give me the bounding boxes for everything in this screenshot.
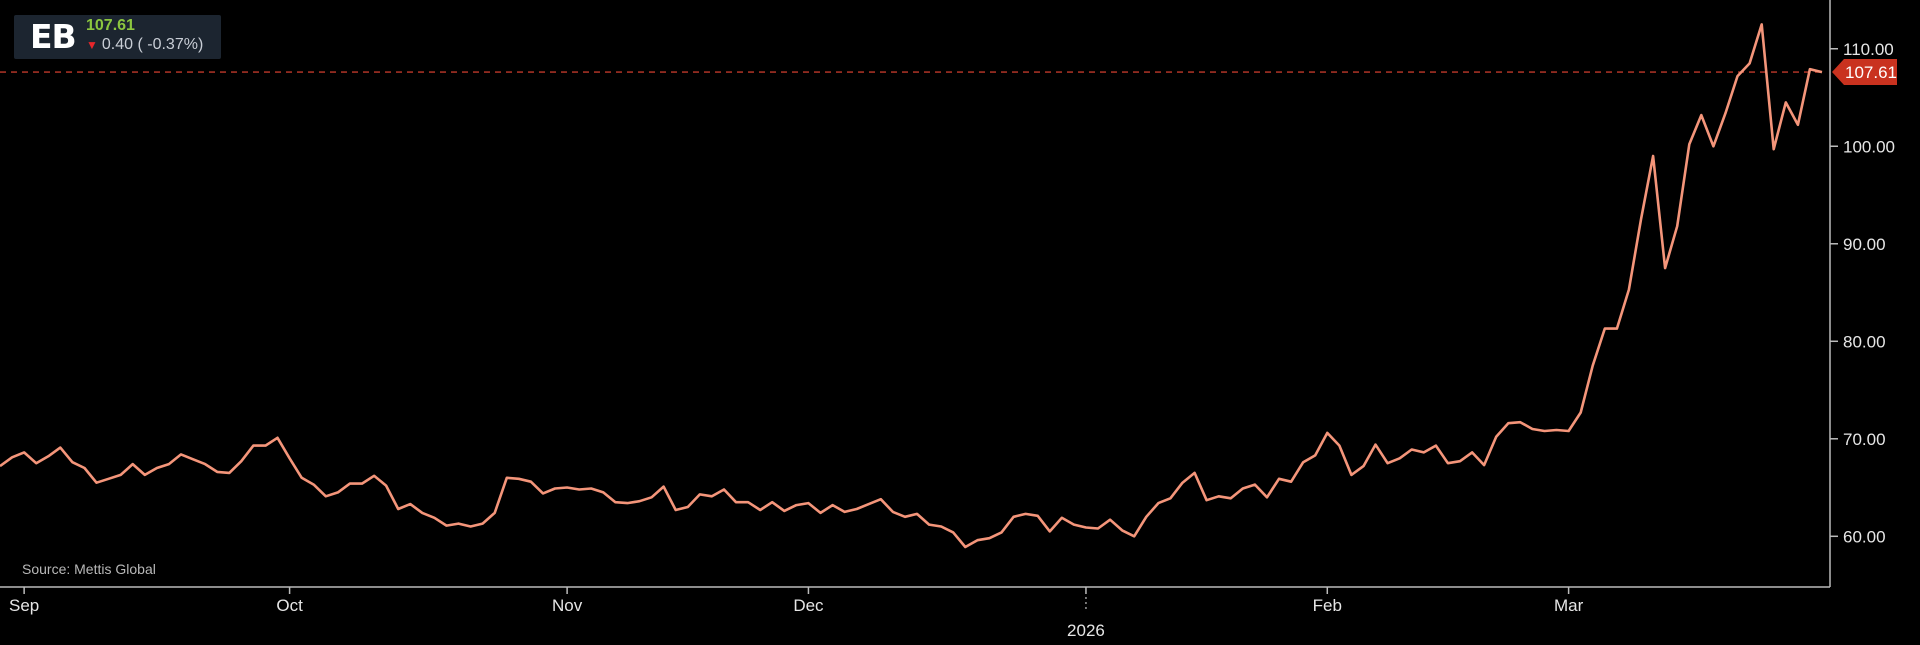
source-note: Source: Mettis Global [22,561,156,577]
x-tick-label: Oct [276,596,303,615]
y-tick-label: 90.00 [1843,235,1886,254]
x-tick-label: Dec [793,596,824,615]
x-axis: Sep Oct Nov Dec 2026 Feb Mar [9,587,1584,640]
ticker-price: 107.61 [86,17,135,34]
x-tick-label: Sep [9,596,39,615]
y-tick-label: 70.00 [1843,430,1886,449]
last-price-tag: 107.61 [1832,59,1897,86]
change-percent: ( -0.37%) [137,36,204,53]
change-value: 0.40 [101,36,134,53]
last-price-tag-shape [1832,59,1897,86]
ticker-summary: EB 107.61 ▼ 0.40 ( -0.37%) [14,15,221,59]
x-tick-label: Mar [1554,596,1584,615]
x-year-label: 2026 [1067,621,1105,640]
y-tick-label: 100.00 [1843,137,1895,156]
y-tick-label: 110.00 [1843,40,1894,59]
y-tick-label: 80.00 [1843,332,1886,351]
last-price-label: 107.61 [1845,63,1897,82]
ticker-symbol: EB [30,17,77,56]
ticker-change: ▼ 0.40 ( -0.37%) [86,35,203,55]
y-axis: 60.00 70.00 80.00 90.00 100.00 110.00 [1830,40,1895,546]
y-tick-label: 60.00 [1843,527,1886,546]
x-tick-label: Feb [1313,596,1342,615]
down-arrow-icon: ▼ [86,38,98,52]
x-tick-label: Nov [552,596,583,615]
price-series-line [0,23,1823,549]
